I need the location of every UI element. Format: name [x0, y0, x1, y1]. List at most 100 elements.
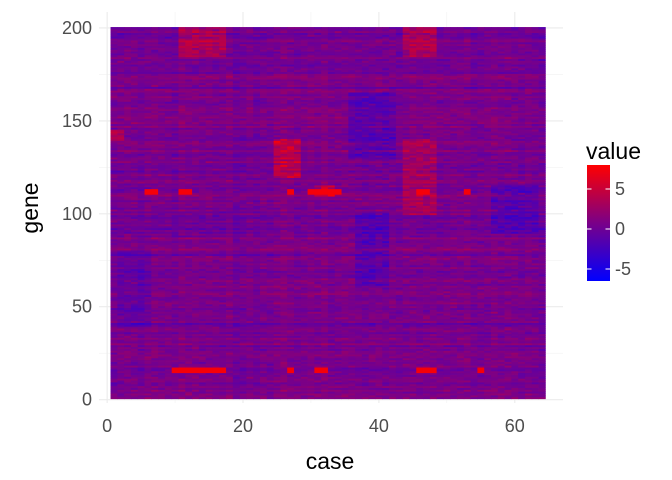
- heatmap-cell: [518, 285, 526, 288]
- heatmap-cell: [361, 281, 370, 284]
- heatmap-cell: [110, 316, 118, 320]
- heatmap-cell: [490, 331, 499, 335]
- heatmap-cell: [429, 382, 438, 385]
- heatmap-cell: [192, 268, 200, 271]
- heatmap-cell: [429, 318, 438, 322]
- heatmap-cell: [436, 320, 444, 323]
- heatmap-cell: [130, 335, 139, 338]
- heatmap-cell: [212, 263, 220, 266]
- heatmap-cell: [416, 298, 424, 301]
- heatmap-cell: [531, 300, 539, 303]
- heatmap-cell: [348, 259, 356, 262]
- heatmap-cell: [314, 357, 322, 361]
- heatmap-cell: [355, 359, 363, 362]
- heatmap-cell: [321, 283, 329, 286]
- heatmap-cell: [151, 329, 159, 333]
- heatmap-cell: [130, 270, 139, 273]
- heatmap-cell: [470, 279, 478, 283]
- heatmap-cell: [361, 279, 370, 283]
- heatmap-cell: [490, 352, 499, 355]
- heatmap-cell: [355, 331, 363, 335]
- heatmap-cell: [457, 339, 465, 342]
- heatmap-cell: [490, 391, 499, 394]
- heatmap-cell: [280, 307, 288, 310]
- heatmap-cell: [307, 307, 315, 310]
- heatmap-cell: [144, 264, 152, 268]
- heatmap-cell: [531, 294, 539, 297]
- heatmap-cell: [321, 261, 329, 264]
- heatmap-cell: [348, 289, 356, 292]
- heatmap-cell: [470, 318, 478, 322]
- heatmap-cell: [266, 324, 274, 327]
- heatmap-cell: [178, 376, 186, 379]
- heatmap-cell: [470, 331, 478, 335]
- heatmap-cell: [423, 261, 431, 264]
- heatmap-cell: [185, 346, 193, 349]
- heatmap-cell: [307, 348, 315, 351]
- heatmap-cell: [273, 374, 281, 377]
- heatmap-cell: [321, 363, 329, 366]
- heatmap-cell: [130, 393, 139, 396]
- heatmap-cell: [327, 385, 336, 388]
- heatmap-cell: [293, 359, 302, 362]
- heatmap-cell: [504, 359, 512, 362]
- heatmap-cell: [389, 367, 397, 370]
- heatmap-cell: [219, 346, 227, 349]
- heatmap-cell: [389, 298, 397, 301]
- heatmap-cell: [504, 279, 512, 283]
- heatmap-cell: [382, 276, 390, 279]
- heatmap-cell: [151, 257, 159, 260]
- heatmap-cell: [246, 283, 254, 286]
- heatmap-cell: [416, 341, 424, 344]
- heatmap-cell: [307, 337, 315, 340]
- heatmap-cell: [457, 274, 465, 277]
- heatmap-cell: [137, 277, 145, 281]
- heatmap-cell: [253, 380, 261, 383]
- heatmap-cell: [348, 335, 356, 338]
- heatmap-cell: [212, 329, 220, 333]
- heatmap-cell: [470, 350, 478, 353]
- heatmap-cell: [531, 320, 539, 323]
- heatmap-cell: [226, 391, 234, 394]
- heatmap-cell: [368, 292, 376, 296]
- heatmap-cell: [457, 316, 465, 320]
- heatmap-cell: [253, 264, 261, 268]
- heatmap-cell: [348, 302, 356, 305]
- heatmap-cell: [334, 387, 342, 390]
- heatmap-cell: [130, 328, 139, 331]
- heatmap-cell: [389, 337, 397, 340]
- heatmap-cell: [300, 307, 308, 310]
- heatmap-cell: [293, 300, 302, 303]
- heatmap-cell: [226, 296, 234, 299]
- heatmap-cell: [443, 341, 451, 344]
- heatmap-cell: [239, 320, 247, 323]
- heatmap-cell: [280, 341, 288, 344]
- heatmap-cell: [450, 380, 458, 383]
- heatmap-cell: [470, 367, 478, 370]
- heatmap-cell: [307, 298, 315, 301]
- heatmap-cell: [436, 292, 444, 296]
- heatmap-cell: [470, 296, 478, 299]
- heatmap-cell: [232, 326, 241, 329]
- heatmap-cell: [511, 372, 519, 375]
- heatmap-cell: [164, 382, 173, 385]
- heatmap-cell: [355, 348, 363, 351]
- heatmap-cell: [402, 300, 410, 303]
- heatmap-cell: [164, 337, 173, 340]
- heatmap-cell: [443, 313, 451, 316]
- heatmap-cell: [158, 341, 166, 344]
- heatmap-cell: [389, 287, 397, 290]
- heatmap-cell: [280, 318, 288, 322]
- heatmap-cell: [409, 361, 417, 364]
- heatmap-cell: [524, 318, 533, 322]
- heatmap-cell: [253, 309, 261, 312]
- heatmap-cell: [266, 268, 274, 271]
- heatmap-cell: [457, 318, 465, 322]
- heatmap-cell: [212, 367, 220, 370]
- heatmap-cell: [443, 320, 451, 323]
- heatmap-cell: [327, 346, 336, 349]
- heatmap-cell: [443, 374, 451, 377]
- heatmap-cell: [361, 253, 370, 257]
- heatmap-cell: [470, 283, 478, 286]
- heatmap-cell: [463, 328, 471, 331]
